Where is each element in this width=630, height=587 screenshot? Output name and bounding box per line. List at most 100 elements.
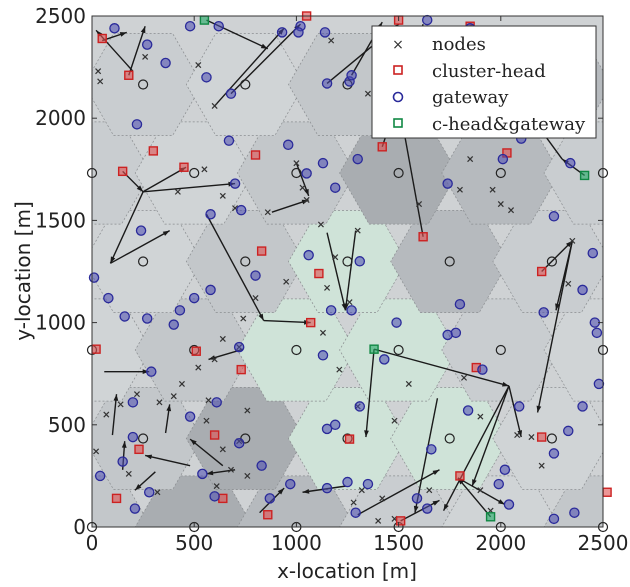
node-x-stroke (195, 62, 202, 69)
link-arrowhead (166, 404, 172, 412)
node-point (467, 156, 474, 163)
link-line (357, 469, 440, 516)
node-x-stroke (319, 329, 326, 336)
link-arrowhead (443, 503, 449, 511)
gateway-point (593, 378, 605, 390)
gateway-point (209, 491, 220, 502)
node-point (97, 78, 104, 85)
cluster-head-point (179, 162, 189, 172)
node-x-stroke (232, 205, 239, 212)
cell-centre-marker (342, 256, 353, 267)
node-point (332, 254, 339, 261)
chead-gateway-point (485, 512, 496, 522)
gateway-point (117, 456, 128, 467)
link-line (109, 191, 144, 264)
link-line (442, 385, 510, 511)
chead-gateway-point (199, 15, 210, 25)
chead-gateway-point (369, 344, 379, 354)
link-arrowhead (517, 430, 523, 438)
cell-centre-marker (495, 167, 506, 179)
node-x-stroke (133, 391, 140, 398)
node-point (364, 90, 371, 97)
node-point (497, 201, 504, 208)
cell-centre-marker (546, 433, 558, 444)
gateway-point (587, 247, 599, 259)
gateway-point (503, 499, 515, 510)
hex-cell (339, 121, 459, 225)
gateway-point (285, 478, 296, 490)
node-point (264, 209, 271, 216)
link-arrowhead (162, 230, 170, 236)
gateway-point (442, 178, 453, 189)
cell-centre-marker (495, 344, 506, 356)
node-point (211, 102, 218, 109)
node-x-stroke (426, 487, 433, 494)
cell-centre-marker (189, 167, 200, 179)
node-x-stroke (211, 356, 218, 363)
legend-chead-gateway-marker (393, 118, 403, 128)
gateway-point (119, 311, 130, 322)
hex-cell (441, 121, 561, 225)
cluster-head-point (455, 471, 465, 481)
link-arrowhead (140, 26, 146, 34)
link-line (143, 182, 236, 193)
node-x-stroke (354, 227, 361, 234)
node-x-stroke (489, 186, 496, 193)
node-x-stroke (154, 489, 161, 496)
gateway-point (454, 298, 466, 310)
node-point (201, 166, 208, 173)
gateway-point (563, 425, 574, 437)
y-tick-label: 0 (73, 515, 86, 539)
node-x-stroke (283, 278, 290, 285)
node-point (195, 62, 202, 69)
gateway-point (321, 78, 333, 89)
node-x-stroke (219, 335, 226, 342)
link-line (128, 25, 146, 76)
legend: × nodes cluster-head gateway c-head&gate… (371, 25, 597, 139)
link-line (111, 394, 118, 436)
node-point (219, 192, 226, 199)
gateway-point (548, 211, 560, 222)
node-x-stroke (528, 434, 535, 441)
gateway-point (513, 401, 525, 412)
gateway-point (211, 397, 222, 408)
node-x-stroke (375, 517, 382, 524)
gateway-point (352, 153, 363, 165)
y-tick-label: 2000 (35, 106, 86, 130)
cell-centre-marker (240, 79, 251, 90)
link-line (230, 23, 301, 95)
gateway-point (346, 70, 357, 81)
link-arrowhead (413, 505, 419, 513)
cluster-head-point (250, 150, 261, 160)
gateway-point (103, 292, 114, 304)
node-point (103, 411, 110, 418)
gateway-point (548, 448, 560, 459)
node-x-stroke (324, 284, 331, 291)
node-x-stroke (103, 411, 110, 418)
link-line (144, 454, 191, 467)
link-arrowhead (145, 454, 153, 460)
node-point (244, 472, 251, 479)
node-point (350, 499, 357, 506)
legend-cluster-head-marker (393, 65, 403, 75)
gateway-point (354, 256, 366, 267)
gateway-point (233, 437, 245, 449)
link-line (457, 477, 492, 518)
link-line (536, 240, 574, 413)
cluster-head-point (418, 232, 428, 242)
gateway-point (569, 507, 580, 518)
cluster-head-point (377, 142, 387, 152)
link-arrowhead (258, 313, 264, 321)
node-x-stroke (227, 466, 235, 473)
node-x-stroke (93, 448, 100, 455)
gateway-point (565, 157, 576, 169)
node-point (375, 517, 382, 524)
hex-cell (185, 33, 305, 136)
node-x-stroke (364, 90, 371, 97)
node-x-stroke (203, 417, 210, 424)
node-x-stroke (125, 470, 132, 477)
cluster-head-point (263, 510, 273, 520)
gateway-point (276, 27, 288, 38)
cluster-head-point (395, 516, 406, 526)
